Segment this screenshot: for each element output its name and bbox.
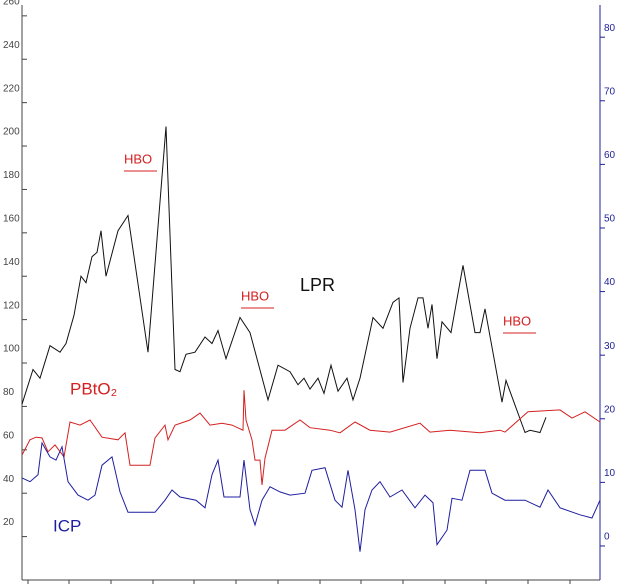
y-tick-label: 200 [3, 127, 20, 138]
y2-tick-label: 50 [604, 214, 616, 225]
series-label: LPR [300, 275, 335, 295]
y-tick-label: 60 [3, 430, 15, 441]
y-tick-label: 100 [3, 344, 20, 355]
y2-tick-label: 0 [604, 532, 610, 543]
y2-tick-label: 40 [604, 277, 616, 288]
y-tick-label: 20 [3, 517, 15, 528]
annotation: HBO [503, 313, 531, 328]
y2-tick-label: 30 [604, 341, 616, 352]
y-tick-label: 180 [3, 170, 20, 181]
series-label: ICP [53, 516, 81, 535]
series-line [21, 390, 601, 485]
y-tick-label: 160 [3, 213, 20, 224]
y-tick-label: 40 [3, 474, 15, 485]
annotation: HBO [124, 151, 152, 166]
series-label: PBtO₂ [70, 379, 117, 398]
y2-tick-label: 20 [604, 404, 616, 415]
y-tick-label: 80 [3, 387, 15, 398]
y2-tick-label: 60 [604, 150, 616, 161]
y-tick-label: 240 [3, 40, 20, 51]
series-line [21, 441, 601, 552]
y2-tick-label: 10 [604, 468, 616, 479]
y2-tick-label: 80 [604, 23, 616, 34]
y2-tick-label: 70 [604, 86, 616, 97]
annotation: HBO [241, 288, 269, 303]
y-tick-label: 140 [3, 257, 20, 268]
y-tick-label: 260 [3, 0, 20, 7]
series-line [21, 126, 547, 434]
y-tick-label: 120 [3, 300, 20, 311]
y-tick-label: 220 [3, 83, 20, 94]
